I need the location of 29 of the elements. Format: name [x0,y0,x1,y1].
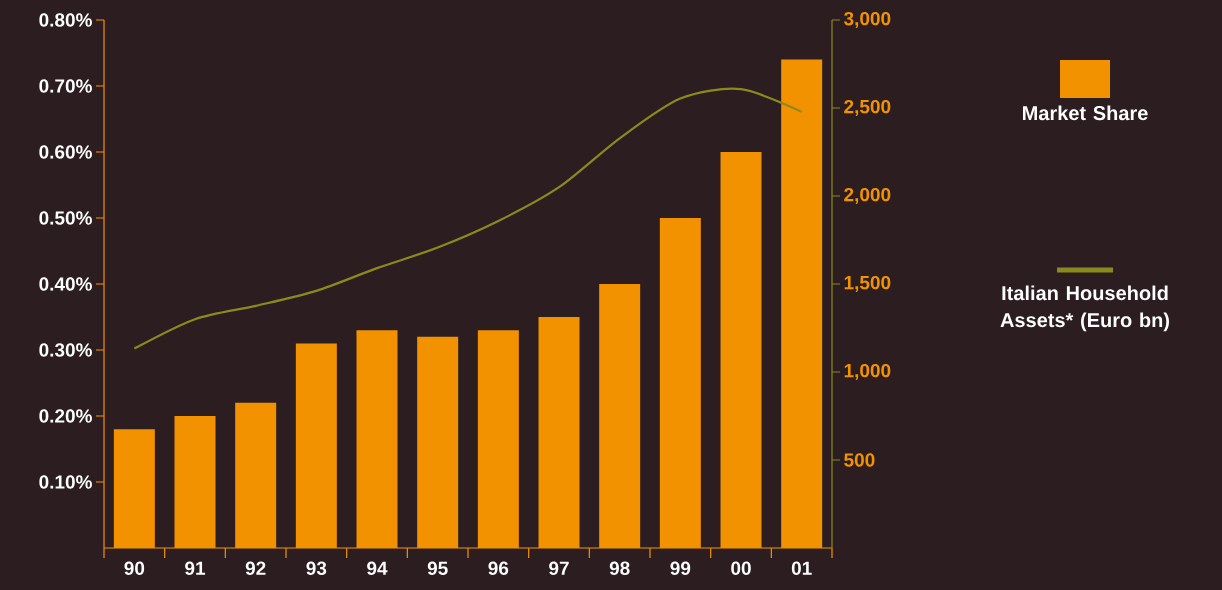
x-tick-label: 91 [185,561,206,575]
x-tick-label: 93 [306,561,327,576]
y-tick-label: 0.50% [39,211,92,225]
x-tick-label: 90 [124,561,145,575]
x-tick-label: 95 [427,561,448,575]
y-tick-label: 0.30% [39,343,92,357]
line-series [133,87,803,350]
x-tick-label: 97 [549,561,569,575]
x-tick-label: 98 [609,561,630,575]
y2-tick-label: 1,500 [844,275,891,293]
y-tick-label: 0.80% [39,13,92,27]
y-tick-label: 0.40% [39,277,92,291]
x-tick-label: 94 [367,561,388,575]
y-tick-label: 0.20% [39,409,92,423]
y-tick-label: 0.60% [39,145,92,159]
x-tick-label: 00 [731,561,751,575]
x-tick-label: 96 [488,561,509,575]
legend-label: Italian Household Assets* (Euro bn) [1000,285,1169,332]
x-tick-label: 01 [791,561,812,575]
y2-tick-label: 2,000 [844,187,891,205]
y2-tick-label: 500 [844,453,875,467]
y-tick-label: 0.70% [39,79,92,93]
x-tick-label: 92 [245,561,266,575]
y-tick-label: 0.10% [39,475,92,489]
legend-label: Market Share [1022,105,1148,121]
y2-tick-label: 3,000 [843,11,891,29]
y2-tick-label: 2,500 [844,99,891,117]
y2-tick-label: 1,000 [844,363,891,381]
x-tick-label: 99 [670,561,691,575]
